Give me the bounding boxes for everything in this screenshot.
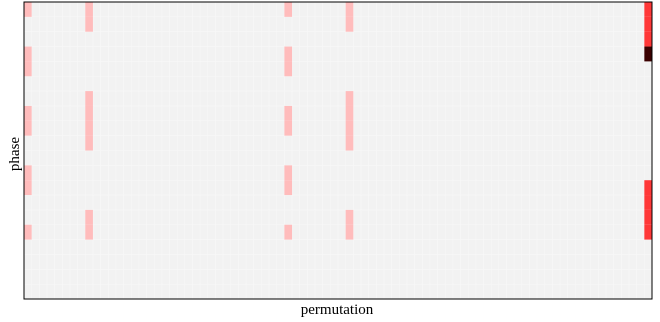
heatmap-cell [284, 61, 293, 77]
heatmap-cell [24, 180, 32, 196]
heatmap-cell [85, 105, 93, 121]
heatmap-cell [284, 180, 293, 196]
heatmap-cell [85, 16, 93, 32]
heatmap-cell [284, 46, 293, 62]
heatmap-cell [24, 61, 32, 77]
heatmap-cell [24, 120, 32, 136]
plot-frame [23, 1, 653, 300]
heatmap-cell [24, 46, 32, 62]
heatmap-cell [284, 105, 293, 121]
x-axis-label: permutation [301, 302, 374, 318]
heatmap-cell [284, 224, 293, 240]
heatmap-cell [24, 2, 32, 17]
heatmap-cell [345, 16, 354, 32]
heatmap-cell [85, 2, 93, 17]
heatmap-cell [24, 165, 32, 181]
heatmap-cell [284, 165, 293, 181]
y-axis-label: phase [7, 137, 23, 171]
heatmap-cell [85, 135, 93, 151]
heatmap-cell [85, 224, 93, 240]
heatmap-cell [85, 209, 93, 225]
heatmap-cell [644, 195, 652, 210]
heatmap-cell [345, 224, 354, 240]
heatmap-cell [644, 224, 652, 240]
heatmap-cell [345, 120, 354, 136]
heatmap-cell [345, 135, 354, 151]
heatmap-cell [284, 2, 293, 17]
heatmap-cell [345, 209, 354, 225]
heatmap-cell [24, 105, 32, 121]
heatmap-cell [24, 224, 32, 240]
heatmap-cell [284, 120, 293, 136]
heatmap-cell [345, 2, 354, 17]
heatmap-cell [345, 105, 354, 121]
heatmap-cell [85, 120, 93, 136]
heatmap-cell [85, 91, 93, 106]
heatmap-cell [644, 2, 652, 17]
heatmap-cell [644, 16, 652, 32]
heatmap-cell [644, 31, 652, 47]
heatmap-cell [644, 180, 652, 196]
heatmap-cell [644, 46, 652, 62]
heatmap-cell [345, 91, 354, 106]
plot-area [23, 1, 653, 300]
heatmap-cell [644, 209, 652, 225]
